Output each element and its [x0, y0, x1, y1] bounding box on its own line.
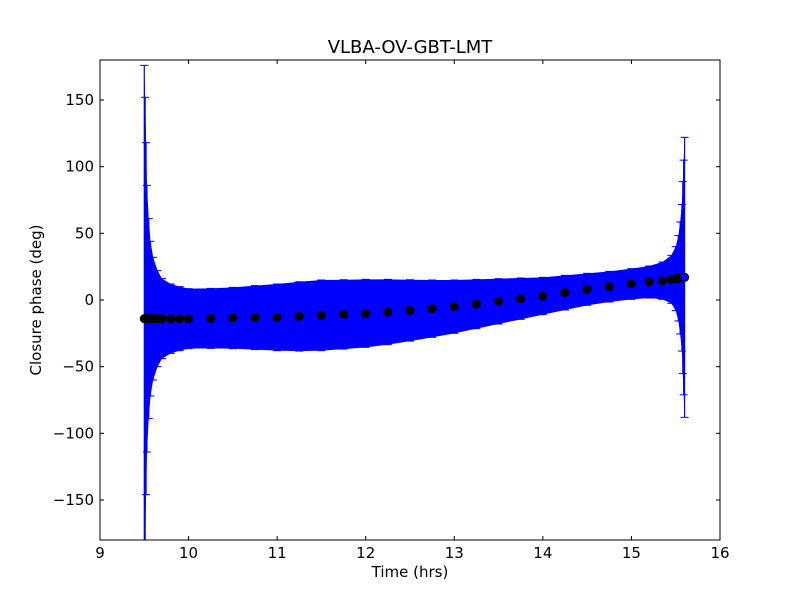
data-point — [644, 277, 654, 287]
data-point — [560, 288, 570, 298]
data-point — [361, 308, 371, 318]
x-axis-label: Time (hrs) — [371, 563, 449, 581]
data-point — [427, 304, 437, 314]
plot-area — [139, 64, 690, 541]
data-point — [538, 291, 548, 301]
data-point — [157, 314, 167, 324]
x-tick-label: 9 — [95, 544, 105, 562]
data-point — [494, 296, 504, 306]
data-point — [471, 299, 481, 309]
y-tick-label: −150 — [53, 491, 94, 509]
y-axis-label: Closure phase (deg) — [27, 225, 45, 376]
y-tick-label: 150 — [65, 91, 94, 109]
data-point — [405, 305, 415, 315]
data-point — [516, 294, 526, 304]
y-tick-label: 0 — [84, 291, 94, 309]
x-tick-label: 12 — [356, 544, 375, 562]
data-point — [228, 313, 238, 323]
data-point-last — [680, 272, 689, 282]
y-tick-label: 50 — [75, 224, 94, 242]
x-tick-label: 11 — [268, 544, 287, 562]
data-point — [339, 309, 349, 319]
x-tick-label: 10 — [179, 544, 198, 562]
data-point — [383, 307, 393, 317]
data-point — [184, 314, 194, 324]
data-point — [272, 312, 282, 322]
data-point — [250, 313, 260, 323]
data-point — [657, 276, 667, 286]
data-point — [206, 313, 216, 323]
x-tick-label: 14 — [533, 544, 552, 562]
data-point — [316, 310, 326, 320]
data-point — [626, 279, 636, 289]
x-tick-label: 16 — [710, 544, 729, 562]
y-tick-label: 100 — [65, 158, 94, 176]
chart-title: VLBA-OV-GBT-LMT — [328, 37, 494, 58]
y-tick-label: −50 — [62, 358, 94, 376]
x-tick-label: 15 — [622, 544, 641, 562]
data-point — [449, 302, 459, 312]
y-tick-label: −100 — [53, 424, 94, 442]
data-point — [166, 314, 176, 324]
error-band — [144, 65, 685, 540]
axes-frame — [99, 59, 721, 541]
data-point — [604, 282, 614, 292]
data-point — [175, 314, 185, 324]
x-tick-label: 13 — [445, 544, 464, 562]
data-point — [294, 311, 304, 321]
data-point — [582, 284, 592, 294]
